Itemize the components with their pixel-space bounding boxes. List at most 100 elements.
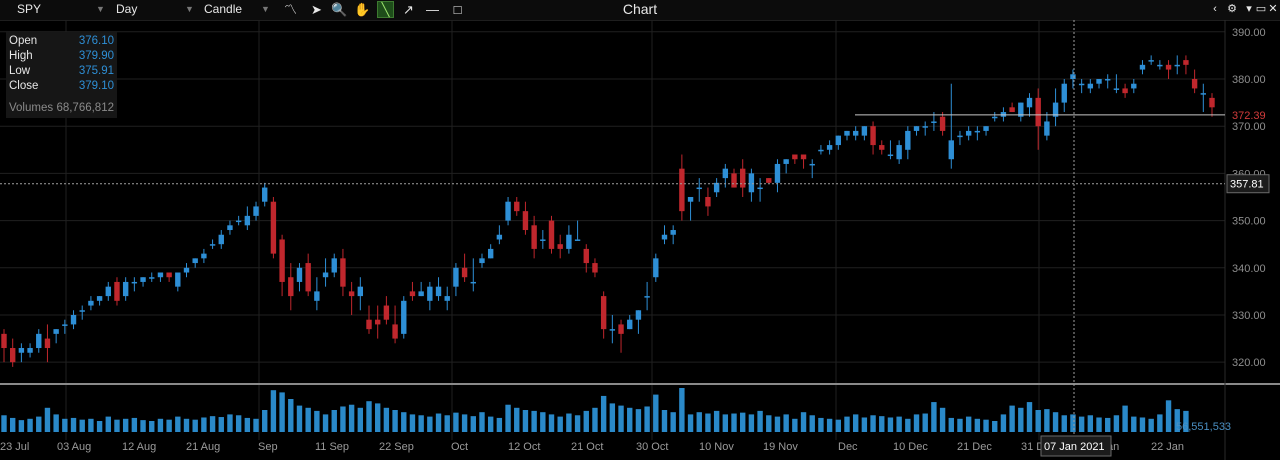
volume-bar xyxy=(105,416,111,432)
candlestick-chart[interactable]: 320.00330.00340.00350.00360.00370.00380.… xyxy=(0,20,1280,460)
chart-type-selector[interactable]: Candle ▼ xyxy=(204,0,274,20)
volume-bar xyxy=(896,416,902,432)
volume-bar xyxy=(731,413,737,432)
candle-body xyxy=(62,324,68,326)
candle-body xyxy=(870,126,876,146)
candle-body xyxy=(1113,88,1120,90)
volume-bar xyxy=(1148,418,1154,432)
draw-line-icon[interactable]: 〽 xyxy=(283,2,297,17)
candle-body xyxy=(574,239,581,241)
volume-bar xyxy=(201,417,207,432)
candle-body xyxy=(461,267,468,278)
low-row: Low 375.91 xyxy=(9,64,114,79)
volume-bar xyxy=(766,415,772,432)
candle-body xyxy=(783,159,789,164)
candle-body xyxy=(1148,60,1154,62)
volume-bar xyxy=(852,414,859,432)
interval-selector[interactable]: Day ▼ xyxy=(116,0,196,20)
volume-bar xyxy=(479,412,485,432)
candle-body xyxy=(183,267,190,273)
price-tick-label: 350.00 xyxy=(1232,216,1266,228)
volume-bar xyxy=(609,403,616,432)
candle-body xyxy=(1183,60,1189,65)
chart-toolbar: SPY ▼ Day ▼ Candle ▼ 〽 ➤ 🔍 ✋ ╲ ↗ — □ Chart ‹ ⚙ ▾ ▭… xyxy=(0,0,1280,21)
rectangle-icon[interactable]: □ xyxy=(453,2,462,17)
volume-bar xyxy=(1035,410,1041,432)
volume-bar xyxy=(262,410,268,432)
date-tick-label: 31 D xyxy=(1021,441,1044,453)
volume-bar xyxy=(279,392,285,432)
trendline-icon[interactable]: ╲ xyxy=(377,1,394,18)
volume-bar xyxy=(1000,414,1007,432)
volume-bar xyxy=(444,415,450,432)
volume-bar xyxy=(1165,400,1172,432)
volume-bar xyxy=(965,416,972,432)
candle-body xyxy=(965,130,972,136)
cursor-arrow-icon[interactable]: ➤ xyxy=(311,2,322,17)
volume-bar xyxy=(600,395,607,432)
horizontal-line-icon[interactable]: — xyxy=(426,2,439,17)
date-tick-label: Sep xyxy=(258,441,278,453)
open-row: Open 376.10 xyxy=(9,34,114,49)
candle-body xyxy=(53,329,59,334)
volume-bar xyxy=(270,390,277,432)
volume-bar xyxy=(79,419,85,432)
ohlc-info-panel: Open 376.10 High 379.90 Low 375.91 Close… xyxy=(6,32,117,118)
volume-bar xyxy=(122,418,129,432)
volume-bar xyxy=(227,414,233,432)
candle-body xyxy=(609,329,616,331)
candle-body xyxy=(340,258,346,287)
gear-icon[interactable]: ⚙ xyxy=(1227,3,1237,15)
hand-pan-icon[interactable]: ✋ xyxy=(354,2,371,17)
close-icon[interactable]: ✕ xyxy=(1268,3,1278,15)
volume-bar xyxy=(566,413,572,432)
volume-bar xyxy=(931,402,937,432)
volume-bar xyxy=(366,401,372,432)
volume-bar xyxy=(757,410,763,432)
volume-bar xyxy=(1131,416,1137,432)
candle-body xyxy=(79,310,85,312)
open-label: Open xyxy=(9,35,38,47)
volume-bar xyxy=(392,410,398,432)
candle-body xyxy=(192,258,198,264)
candle-body xyxy=(487,248,494,259)
candle-body xyxy=(713,182,720,193)
candle-body xyxy=(957,135,963,138)
volume-bar xyxy=(461,414,468,432)
candle-body xyxy=(227,225,233,231)
candle-body xyxy=(1165,64,1172,70)
candle-body xyxy=(1044,121,1050,136)
volume-bar xyxy=(809,415,815,432)
candle-body xyxy=(653,258,659,278)
date-tick-label: 21 Oct xyxy=(571,441,603,453)
candle-body xyxy=(800,154,807,160)
volume-bar xyxy=(348,404,355,432)
zoom-icon[interactable]: 🔍 xyxy=(331,2,348,17)
chart-title-bar: Chart xyxy=(0,0,1280,20)
maximize-icon[interactable]: ▭ xyxy=(1255,3,1267,15)
chevron-left-icon[interactable]: ‹ xyxy=(1213,3,1217,15)
volume-bar xyxy=(957,418,963,432)
candle-body xyxy=(279,239,285,282)
chart-type-value: Candle xyxy=(204,2,243,16)
chevron-down-icon[interactable]: ▾ xyxy=(1246,3,1252,15)
candle-body xyxy=(1052,102,1059,117)
candle-body xyxy=(757,187,763,190)
close-row: Close 379.10 xyxy=(9,79,114,94)
candle-body xyxy=(305,263,311,292)
volume-bar xyxy=(322,414,329,432)
volume-bar xyxy=(557,416,563,432)
arrow-line-icon[interactable]: ↗ xyxy=(403,2,414,17)
volume-bar xyxy=(418,415,424,432)
candle-body xyxy=(175,272,181,287)
volume-label: Volumes xyxy=(9,102,54,114)
symbol-selector[interactable]: SPY ▼ xyxy=(17,0,107,20)
volume-bar xyxy=(244,417,251,432)
close-label: Close xyxy=(9,80,39,92)
date-tick-label: Oct xyxy=(451,441,468,453)
low-label: Low xyxy=(9,65,31,77)
volume-bar xyxy=(540,412,546,432)
candle-body xyxy=(696,187,702,190)
candle-body xyxy=(505,201,511,221)
candle-body xyxy=(401,300,407,334)
